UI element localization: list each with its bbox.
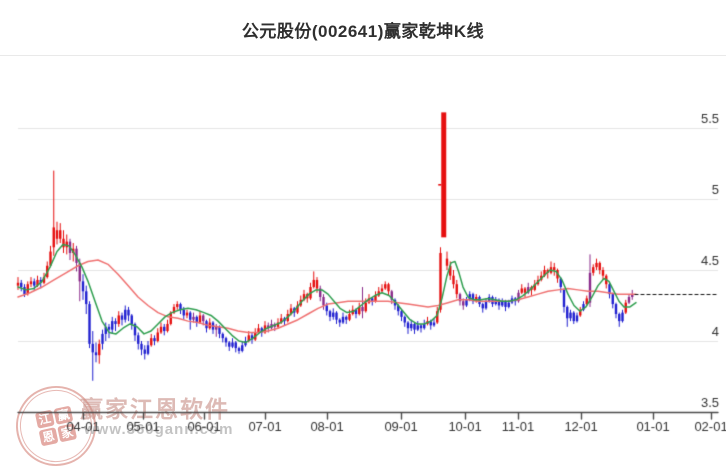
kline-canvas[interactable]	[0, 0, 726, 450]
chart-title: 公元股份(002641)赢家乾坤K线	[241, 22, 485, 41]
